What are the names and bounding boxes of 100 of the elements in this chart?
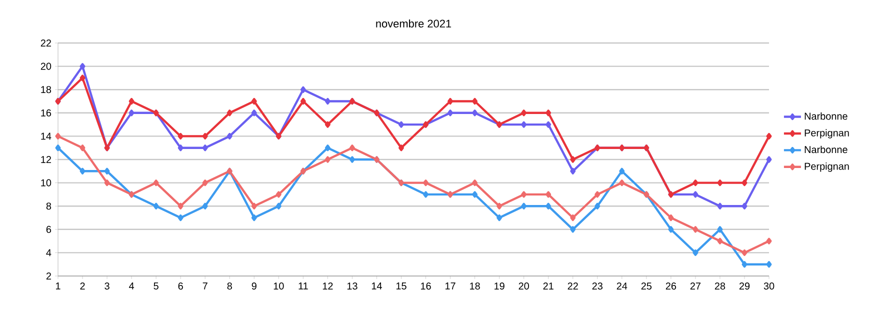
- x-tick-label: 27: [690, 282, 700, 290]
- x-tick-label: 28: [714, 282, 726, 290]
- point: [619, 168, 625, 174]
- point: [594, 202, 600, 210]
- point: [226, 110, 232, 116]
- point: [742, 180, 748, 186]
- point: [717, 238, 723, 244]
- point: [178, 144, 184, 152]
- x-tick-label: 20: [518, 282, 529, 290]
- x-tick-label: 9: [252, 282, 256, 290]
- point: [202, 132, 208, 140]
- x-tick-label: 22: [568, 282, 578, 290]
- y-tick-label: 16: [41, 109, 52, 116]
- x-tick-label: 12: [322, 282, 333, 290]
- x-tick-label: 17: [446, 282, 456, 290]
- point: [300, 98, 306, 105]
- point: [742, 249, 748, 256]
- legend-label: Perpignan: [804, 162, 849, 172]
- point: [153, 202, 159, 210]
- point: [202, 180, 208, 186]
- point: [546, 121, 552, 128]
- point: [766, 156, 772, 163]
- point: [202, 144, 208, 152]
- x-tick-label: 19: [494, 282, 504, 290]
- point: [717, 180, 723, 186]
- point: [251, 98, 257, 105]
- x-tick-label: 14: [372, 282, 382, 290]
- x-tick-label: 29: [739, 282, 750, 290]
- point: [742, 202, 748, 210]
- point: [594, 191, 600, 198]
- point: [546, 110, 552, 116]
- point: [692, 180, 698, 186]
- y-tick-label: 20: [40, 62, 52, 70]
- x-tick-label: 11: [298, 282, 308, 290]
- point: [80, 168, 86, 174]
- y-tick-label: 22: [40, 40, 51, 46]
- point: [496, 214, 502, 222]
- point: [570, 168, 576, 174]
- point: [472, 180, 478, 186]
- point: [766, 238, 772, 244]
- x-tick-label: 18: [470, 282, 480, 290]
- y-tick-label: 18: [41, 86, 52, 94]
- y-tick-label: 2: [46, 272, 51, 280]
- point: [546, 202, 552, 210]
- point: [448, 110, 454, 116]
- x-tick-label: 23: [592, 282, 602, 290]
- point: [276, 191, 282, 198]
- legend-label: Narbonne: [804, 112, 848, 120]
- point: [251, 202, 257, 210]
- point: [153, 180, 159, 186]
- point: [521, 202, 527, 210]
- y-tick-label: 10: [41, 179, 52, 186]
- point: [448, 98, 454, 105]
- y-tick-label: 6: [46, 226, 52, 233]
- point: [128, 110, 134, 116]
- point: [80, 144, 86, 152]
- point: [521, 110, 527, 116]
- x-tick-label: 5: [154, 282, 158, 290]
- x-tick-label: 24: [616, 282, 628, 290]
- x-tick-label: 13: [347, 282, 358, 290]
- point: [324, 98, 330, 105]
- point: [128, 98, 134, 105]
- point: [570, 226, 576, 233]
- point: [546, 191, 552, 198]
- x-tick-label: 1: [56, 282, 60, 290]
- point: [202, 202, 208, 210]
- point: [55, 144, 61, 152]
- point: [226, 132, 232, 140]
- point: [398, 121, 404, 128]
- point: [472, 98, 478, 105]
- point: [349, 144, 355, 152]
- y-tick-label: 8: [46, 202, 52, 210]
- point: [324, 144, 330, 152]
- legend-label: Narbonne: [804, 146, 848, 154]
- point: [276, 202, 282, 210]
- point: [766, 132, 772, 140]
- x-tick-label: 26: [666, 282, 676, 290]
- point: [104, 168, 110, 174]
- point: [766, 261, 772, 268]
- point: [521, 121, 527, 128]
- x-tick-label: 10: [274, 282, 284, 290]
- point: [300, 86, 306, 93]
- point: [55, 132, 61, 140]
- x-tick-label: 15: [396, 282, 406, 290]
- x-tick-label: 21: [543, 282, 554, 290]
- point: [178, 202, 184, 210]
- point: [472, 191, 478, 198]
- point: [570, 156, 576, 163]
- point: [619, 180, 625, 186]
- x-tick-label: 30: [764, 282, 774, 290]
- y-tick-label: 4: [46, 249, 52, 256]
- point: [104, 180, 110, 186]
- x-tick-label: 3: [104, 282, 110, 290]
- point: [423, 191, 428, 198]
- x-tick-label: 7: [202, 282, 208, 290]
- point: [178, 132, 184, 140]
- y-tick-label: 14: [41, 132, 52, 140]
- x-tick-label: 8: [227, 282, 232, 290]
- x-tick-label: 16: [420, 282, 431, 290]
- point: [178, 214, 184, 222]
